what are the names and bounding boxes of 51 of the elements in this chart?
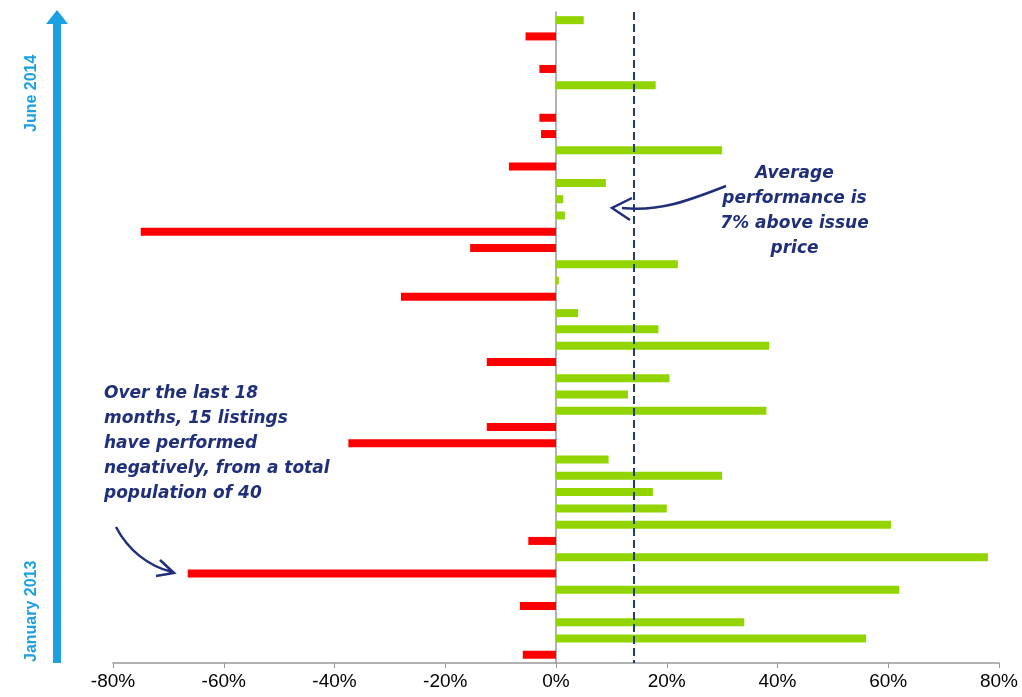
bar — [508, 162, 556, 171]
bar — [400, 292, 556, 301]
x-tick-label: -60% — [201, 670, 247, 691]
bar — [556, 211, 565, 220]
x-tick-label: -20% — [423, 670, 468, 691]
bar — [556, 488, 653, 497]
text: January 2013 — [22, 560, 40, 662]
bar — [525, 32, 556, 41]
x-tick-label: 0% — [542, 670, 570, 691]
bar — [556, 16, 584, 25]
bar — [140, 227, 556, 236]
bar — [556, 390, 628, 399]
x-tick-label: 80% — [979, 670, 1019, 691]
bar — [556, 504, 667, 513]
bar — [556, 553, 988, 562]
bar — [556, 406, 767, 415]
bar — [556, 178, 606, 187]
bar — [187, 569, 556, 578]
bar — [556, 520, 892, 529]
bar — [556, 195, 564, 204]
bar — [348, 439, 556, 448]
bar — [556, 455, 609, 464]
bar — [556, 471, 723, 480]
annotation: Over the last 18 months, 15 listings have performed negatively, from a total population of 40 — [104, 381, 331, 504]
bar — [541, 130, 556, 139]
bar — [556, 309, 579, 318]
bar — [556, 276, 559, 285]
x-tick-label: 40% — [758, 670, 797, 691]
x-tick-label: -40% — [312, 670, 357, 691]
text: June 2014 — [22, 54, 40, 132]
bar — [556, 634, 867, 643]
bar — [539, 113, 556, 122]
bar — [528, 536, 556, 545]
bar — [556, 618, 745, 627]
bar — [556, 374, 670, 383]
x-tick-label: 60% — [869, 670, 908, 691]
bar — [520, 602, 556, 611]
bar — [556, 341, 770, 350]
bar — [486, 423, 556, 432]
bar — [556, 585, 900, 594]
bar — [539, 64, 556, 73]
bar — [486, 357, 556, 366]
bar — [556, 325, 659, 334]
bar — [470, 243, 556, 252]
x-tick-label: 20% — [647, 670, 686, 691]
x-tick-label: -80% — [90, 670, 136, 691]
annotation: Average performance is 7% above issue price — [719, 161, 870, 259]
bar — [522, 650, 556, 659]
bar — [556, 146, 723, 155]
bar — [556, 260, 678, 269]
bar — [556, 81, 656, 90]
